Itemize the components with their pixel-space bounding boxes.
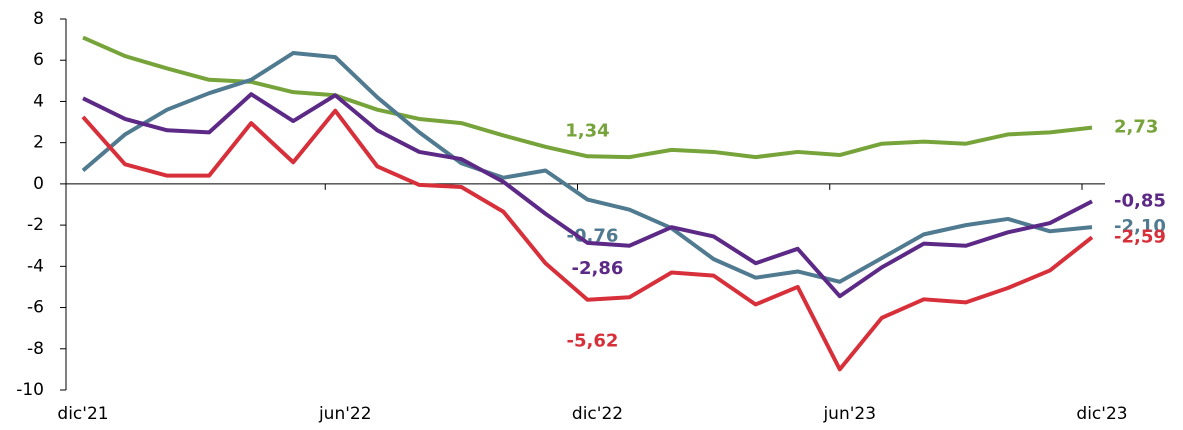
- y-tick-label: 2: [33, 133, 44, 153]
- y-tick-label: 4: [33, 91, 44, 111]
- y-tick-label: -6: [27, 298, 44, 318]
- series-line: [82, 92, 1093, 299]
- x-tick-label: jun'22: [318, 404, 372, 424]
- y-tick-label: -2: [27, 215, 44, 235]
- x-tick-label: dic'21: [57, 404, 108, 424]
- value-label: -5,62: [567, 331, 619, 352]
- value-label: -2,59: [1114, 226, 1166, 247]
- value-label: -0,85: [1114, 190, 1166, 211]
- value-label: 1,34: [565, 120, 609, 141]
- value-label: -0,76: [567, 226, 619, 247]
- value-label: 2,73: [1114, 117, 1158, 138]
- y-tick-label: -10: [16, 380, 44, 400]
- x-tick-label: dic'22: [572, 404, 623, 424]
- y-tick-label: -4: [27, 256, 44, 276]
- y-tick-label: -8: [27, 339, 44, 359]
- y-tick-label: 6: [33, 50, 44, 70]
- series-line: [81, 108, 1094, 372]
- x-tick-label: jun'23: [822, 404, 876, 424]
- x-tick-label: dic'23: [1076, 404, 1127, 424]
- value-label: -2,86: [572, 258, 624, 279]
- y-tick-label: 0: [33, 174, 44, 194]
- value-label: -2,10: [1114, 216, 1166, 237]
- series-line: [81, 51, 1093, 284]
- y-tick-label: 8: [33, 9, 44, 29]
